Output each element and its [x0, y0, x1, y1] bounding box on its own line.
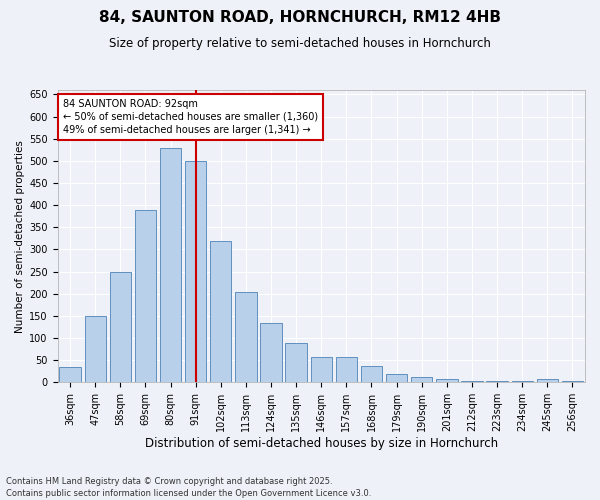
Bar — [562, 381, 583, 382]
Bar — [286, 344, 307, 382]
Bar — [260, 322, 281, 382]
Bar — [361, 366, 382, 382]
Bar — [185, 161, 206, 382]
Bar — [160, 148, 181, 382]
Bar — [461, 381, 482, 382]
Bar — [135, 210, 156, 382]
Y-axis label: Number of semi-detached properties: Number of semi-detached properties — [15, 140, 25, 332]
Bar — [210, 240, 232, 382]
Bar — [85, 316, 106, 382]
Bar — [487, 381, 508, 382]
Bar — [411, 377, 433, 382]
Bar — [436, 379, 458, 382]
Bar — [59, 367, 81, 382]
Text: Contains HM Land Registry data © Crown copyright and database right 2025.
Contai: Contains HM Land Registry data © Crown c… — [6, 476, 371, 498]
Text: Size of property relative to semi-detached houses in Hornchurch: Size of property relative to semi-detach… — [109, 38, 491, 51]
Text: 84, SAUNTON ROAD, HORNCHURCH, RM12 4HB: 84, SAUNTON ROAD, HORNCHURCH, RM12 4HB — [99, 10, 501, 25]
Bar — [311, 357, 332, 382]
Bar — [536, 379, 558, 382]
X-axis label: Distribution of semi-detached houses by size in Hornchurch: Distribution of semi-detached houses by … — [145, 437, 498, 450]
Bar — [235, 292, 257, 382]
Bar — [386, 374, 407, 382]
Bar — [110, 272, 131, 382]
Text: 84 SAUNTON ROAD: 92sqm
← 50% of semi-detached houses are smaller (1,360)
49% of : 84 SAUNTON ROAD: 92sqm ← 50% of semi-det… — [63, 99, 318, 135]
Bar — [336, 357, 357, 382]
